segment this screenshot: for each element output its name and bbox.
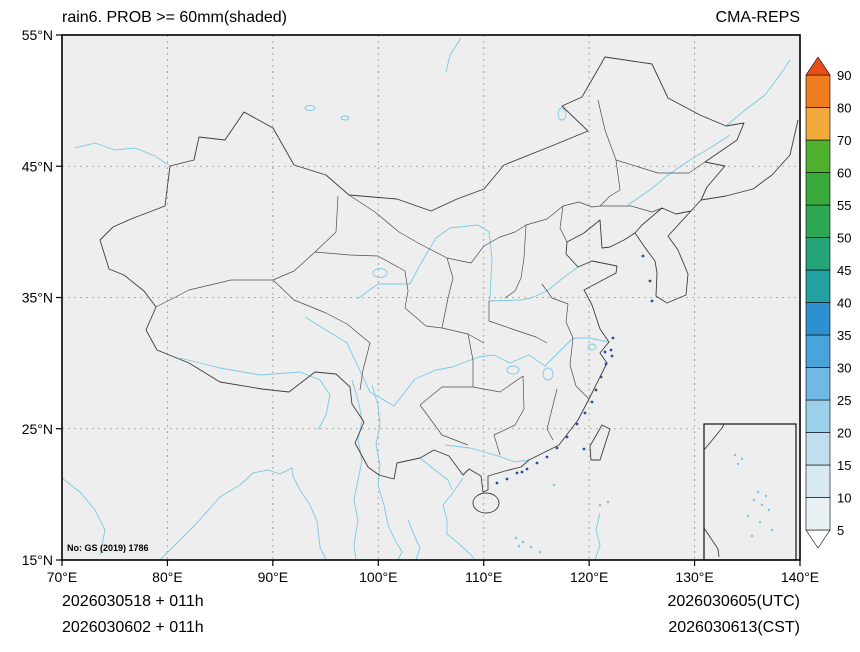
colorbar-label: 80 (837, 101, 851, 116)
coastal-island-specks-part (576, 423, 579, 426)
colorbar-segment (806, 205, 830, 238)
map-background (62, 35, 800, 560)
x-tick-label: 90°E (258, 569, 289, 585)
colorbar-segment (806, 498, 830, 531)
colorbar-label: 50 (837, 231, 851, 246)
colorbar-segment (806, 75, 830, 108)
colorbar-label: 30 (837, 361, 851, 376)
sea-island-specks-part (530, 546, 533, 549)
coastal-island-specks-part (605, 363, 608, 366)
colorbar-segment (806, 465, 830, 498)
colorbar-segment (806, 400, 830, 433)
y-tick-label: 35°N (22, 290, 53, 306)
colorbar-label: 35 (837, 328, 851, 343)
coastal-island-specks-part (556, 447, 559, 450)
y-tick-label: 25°N (22, 421, 53, 437)
model-label: CMA-REPS (716, 9, 800, 26)
coastal-island-specks-part (506, 478, 509, 481)
license-note: No: GS (2019) 1786 (67, 543, 149, 553)
colorbar-label: 70 (837, 133, 851, 148)
inset-islands-part (753, 499, 755, 501)
south-china-sea-inset (704, 424, 796, 560)
footer-init-cst: 2026030602 + 011h (62, 619, 204, 636)
coastal-island-specks-part (546, 456, 549, 459)
inset-islands-part (768, 509, 770, 511)
y-tick-label: 55°N (22, 27, 53, 43)
colorbar-segment (806, 238, 830, 271)
colorbar-segment (806, 140, 830, 173)
plot-title: rain6. PROB >= 60mm(shaded) (62, 9, 287, 26)
x-tick-label: 70°E (47, 569, 78, 585)
coastal-island-specks-part (516, 472, 519, 475)
colorbar: 5 10 15 20 25 30 35 40 45 50 55 60 70 80 90 (806, 57, 851, 548)
coastal-island-specks-part (642, 255, 645, 258)
coastal-island-specks-part (583, 448, 586, 451)
inset-islands-part (765, 495, 767, 497)
sea-island-specks-part (553, 484, 556, 487)
coastal-island-specks-part (591, 401, 594, 404)
coastal-island-specks-part (600, 376, 603, 379)
inset-frame (704, 424, 796, 560)
coastal-island-specks-part (566, 436, 569, 439)
x-tick-label: 140°E (781, 569, 819, 585)
colorbar-label: 10 (837, 491, 851, 506)
x-tick-label: 100°E (359, 569, 397, 585)
colorbar-segment (806, 368, 830, 401)
sea-island-specks-part (522, 541, 525, 544)
coastal-island-specks-part (649, 280, 652, 283)
coastal-island-specks-part (526, 468, 529, 471)
inset-islands-part (771, 529, 773, 531)
inset-islands-part (757, 491, 759, 493)
y-tick-label: 45°N (22, 158, 53, 174)
colorbar-segment (806, 173, 830, 206)
colorbar-label: 20 (837, 426, 851, 441)
x-tick-label: 130°E (675, 569, 713, 585)
coastal-island-specks-part (536, 462, 539, 465)
weather-map-figure: 70°E 80°E 90°E 100°E 110°E 120°E 130°E 140°E 15°… (0, 0, 860, 647)
inset-islands-part (741, 458, 743, 460)
colorbar-label: 90 (837, 68, 851, 83)
sea-island-specks-part (518, 545, 521, 548)
inset-islands-part (759, 521, 761, 523)
colorbar-label: 15 (837, 458, 851, 473)
inset-islands-part (761, 504, 763, 506)
x-tick-label: 80°E (152, 569, 183, 585)
coastal-island-specks-part (595, 389, 598, 392)
coastal-island-specks-part (521, 471, 524, 474)
coastal-island-specks-part (611, 355, 614, 358)
colorbar-segment (806, 108, 830, 141)
footer-valid-utc: 2026030605(UTC) (667, 593, 800, 610)
footer-valid-cst: 2026030613(CST) (668, 619, 800, 636)
inset-islands-part (737, 463, 739, 465)
y-tick-label: 15°N (22, 552, 53, 568)
colorbar-segment (806, 270, 830, 303)
colorbar-label: 55 (837, 198, 851, 213)
colorbar-label: 25 (837, 393, 851, 408)
colorbar-segment (806, 303, 830, 336)
colorbar-under-arrow (806, 530, 830, 548)
coastal-island-specks-part (612, 337, 615, 340)
inset-islands-part (751, 535, 753, 537)
colorbar-segment (806, 433, 830, 466)
coastal-island-specks-part (604, 351, 607, 354)
sea-island-specks-part (607, 501, 610, 504)
coastal-island-specks-part (610, 349, 613, 352)
sea-island-specks-part (515, 537, 518, 540)
x-tick-label: 110°E (465, 569, 502, 585)
colorbar-label: 40 (837, 296, 851, 311)
inset-islands-part (747, 515, 749, 517)
colorbar-label: 5 (837, 523, 844, 538)
coastal-island-specks-part (584, 412, 587, 415)
sea-island-specks-part (599, 504, 602, 507)
colorbar-segment (806, 335, 830, 368)
sea-island-specks-part (539, 551, 542, 554)
colorbar-label: 60 (837, 166, 851, 181)
x-tick-label: 120°E (570, 569, 608, 585)
colorbar-label: 45 (837, 263, 851, 278)
footer-init-utc: 2026030518 + 011h (62, 593, 204, 610)
colorbar-over-arrow (806, 57, 830, 75)
inset-islands-part (734, 454, 736, 456)
coastal-island-specks-part (651, 300, 654, 303)
coastal-island-specks-part (496, 482, 499, 485)
